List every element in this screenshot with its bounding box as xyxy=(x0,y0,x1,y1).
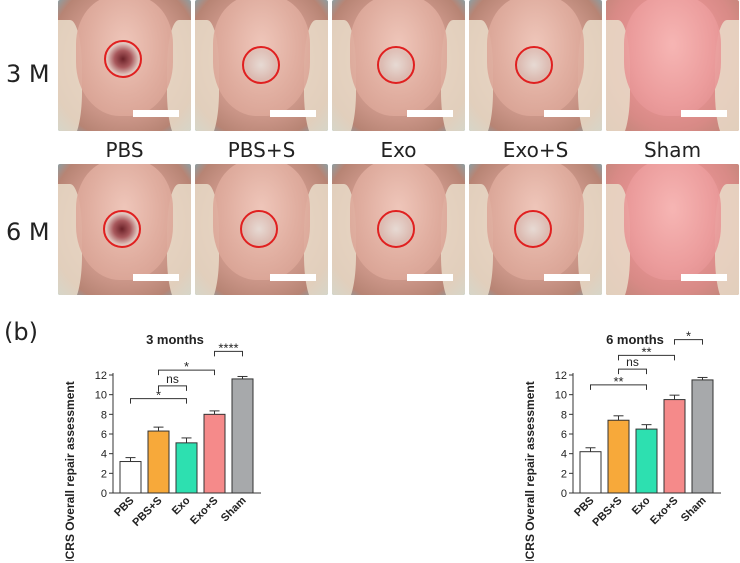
scale-bar xyxy=(681,274,727,281)
significance-bracket xyxy=(618,354,675,361)
bar xyxy=(119,461,142,494)
photo-6m-sham xyxy=(606,164,739,295)
y-tick-label: 8 xyxy=(561,409,567,421)
defect-circle xyxy=(514,210,552,248)
x-tick-label: PBS xyxy=(112,495,136,519)
photo-3m-exo-s xyxy=(469,0,602,131)
bar xyxy=(231,378,254,494)
x-tick-label: Exo xyxy=(630,494,653,517)
significance-label: * xyxy=(156,388,161,403)
y-axis-label: ICRS Overall repair assessment xyxy=(63,381,77,561)
bar xyxy=(579,451,602,494)
scale-bar xyxy=(407,274,453,281)
y-tick-label: 12 xyxy=(555,370,567,382)
y-tick-label: 2 xyxy=(101,468,107,480)
bar xyxy=(147,430,170,494)
group-label-pbs-s: PBS+S xyxy=(227,138,296,162)
significance-bracket xyxy=(214,350,243,357)
group-label-pbs: PBS xyxy=(105,138,144,162)
y-tick-label: 2 xyxy=(561,468,567,480)
group-label-exo-s: Exo+S xyxy=(502,138,569,162)
scale-bar xyxy=(270,110,316,117)
group-label-exo: Exo xyxy=(380,138,417,162)
defect-circle xyxy=(377,46,415,84)
scale-bar xyxy=(544,274,590,281)
y-tick-label: 0 xyxy=(101,488,107,500)
chart-6-months: 6 months ICRS Overall repair assessment 0 2… xyxy=(523,329,721,561)
significance-label: ns xyxy=(626,355,639,369)
scale-bar xyxy=(133,274,179,281)
y-tick-label: 10 xyxy=(555,390,567,402)
significance-label: ** xyxy=(641,344,651,359)
photo-6m-exo xyxy=(332,164,465,295)
y-tick-label: 8 xyxy=(101,409,107,421)
x-tick-label: PBS+S xyxy=(130,495,164,529)
defect-circle xyxy=(242,46,280,84)
x-tick-label: Exo xyxy=(170,494,193,517)
significance-label: * xyxy=(184,359,189,374)
defect-circle xyxy=(377,210,415,248)
panel-b-label: (b) xyxy=(4,318,38,346)
x-tick-label: Sham xyxy=(679,494,709,524)
scale-bar xyxy=(544,110,590,117)
bar xyxy=(635,428,658,494)
row-label-6m: 6 M xyxy=(6,218,50,246)
photo-panel: 3 M 6 M PBS PBS+S Exo Exo+S Sham xyxy=(6,0,739,295)
significance-bracket xyxy=(130,398,187,404)
significance-bracket xyxy=(158,369,215,376)
x-tick-label: Sham xyxy=(219,494,249,524)
photo-3m-sham xyxy=(606,0,739,131)
chart-3-months: 3 months ICRS Overall repair assessment 0 2… xyxy=(63,332,261,561)
significance-bracket xyxy=(674,339,703,345)
y-tick-label: 4 xyxy=(561,449,567,461)
scale-bar xyxy=(133,110,179,117)
bar xyxy=(175,442,198,494)
bar xyxy=(663,399,686,494)
scale-bar xyxy=(681,110,727,117)
significance-label: ** xyxy=(613,374,623,389)
y-tick-label: 10 xyxy=(95,390,107,402)
photo-3m-pbs-s xyxy=(195,0,328,131)
significance-bracket xyxy=(158,385,187,391)
bar xyxy=(607,419,630,494)
scale-bar xyxy=(407,110,453,117)
photo-3m-pbs xyxy=(58,0,191,131)
significance-bracket xyxy=(590,384,647,390)
defect-circle xyxy=(240,210,278,248)
y-tick-label: 4 xyxy=(101,449,107,461)
photo-6m-pbs-s xyxy=(195,164,328,295)
defect-circle xyxy=(103,210,141,248)
x-tick-label: Exo+S xyxy=(648,495,680,527)
photo-6m-exo-s xyxy=(469,164,602,295)
group-label-sham: Sham xyxy=(643,138,702,162)
scale-bar xyxy=(270,274,316,281)
significance-label: * xyxy=(686,329,691,344)
significance-label: ns xyxy=(166,372,179,386)
x-tick-label: PBS+S xyxy=(590,495,624,529)
significance-bracket xyxy=(618,368,647,375)
y-tick-label: 6 xyxy=(561,429,567,441)
y-tick-label: 12 xyxy=(95,370,107,382)
y-axis-label: ICRS Overall repair assessment xyxy=(523,381,537,561)
y-tick-label: 0 xyxy=(561,488,567,500)
bar xyxy=(691,379,714,494)
row-label-3m: 3 M xyxy=(6,60,50,88)
x-tick-label: PBS xyxy=(572,495,596,519)
defect-circle xyxy=(104,40,142,78)
chart-title: 3 months xyxy=(146,332,204,347)
y-tick-label: 6 xyxy=(101,429,107,441)
bar xyxy=(203,413,226,494)
defect-circle xyxy=(515,46,553,84)
photo-3m-exo xyxy=(332,0,465,131)
photo-6m-pbs xyxy=(58,164,191,295)
significance-label: **** xyxy=(218,340,238,355)
x-tick-label: Exo+S xyxy=(188,495,220,527)
chart-title: 6 months xyxy=(606,332,664,347)
